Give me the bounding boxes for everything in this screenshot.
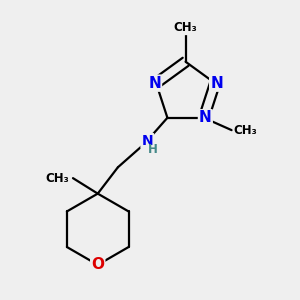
Text: H: H: [148, 143, 158, 156]
Text: CH₃: CH₃: [46, 172, 69, 184]
Text: N: N: [142, 134, 153, 148]
Text: CH₃: CH₃: [174, 21, 197, 34]
Text: N: N: [199, 110, 212, 125]
Text: O: O: [91, 257, 104, 272]
Text: N: N: [148, 76, 161, 91]
Text: N: N: [210, 76, 223, 91]
Text: CH₃: CH₃: [234, 124, 257, 137]
